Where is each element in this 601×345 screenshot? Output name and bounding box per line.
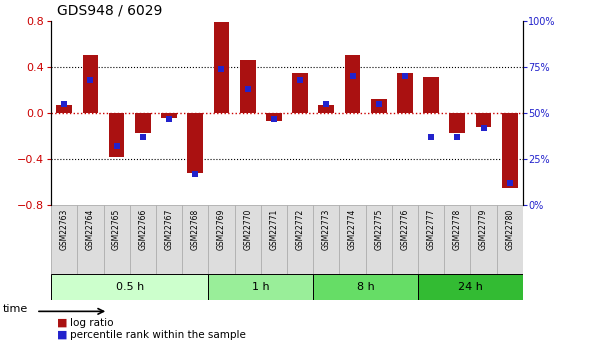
Bar [344, 55, 361, 113]
Text: GSM22763: GSM22763 [59, 209, 69, 250]
Text: percentile rank within the sample: percentile rank within the sample [70, 330, 246, 339]
Bar [130, 205, 156, 274]
Bar [188, 113, 203, 173]
Bar [365, 205, 392, 274]
Bar [109, 113, 124, 157]
Bar [423, 77, 439, 113]
Bar [82, 55, 99, 113]
Text: ■: ■ [57, 318, 67, 327]
Bar [266, 113, 282, 121]
Bar [78, 205, 103, 274]
Bar [240, 60, 255, 113]
Text: GSM22777: GSM22777 [427, 209, 436, 250]
Text: GDS948 / 6029: GDS948 / 6029 [57, 3, 162, 17]
Bar [103, 205, 130, 274]
Text: GSM22769: GSM22769 [217, 209, 226, 250]
Bar [51, 274, 209, 300]
Bar [234, 205, 261, 274]
Bar [313, 274, 418, 300]
Bar [392, 205, 418, 274]
Text: GSM22776: GSM22776 [400, 209, 409, 250]
Text: GSM22766: GSM22766 [138, 209, 147, 250]
Bar [496, 205, 523, 274]
Bar [444, 205, 471, 274]
Bar [261, 205, 287, 274]
Text: GSM22768: GSM22768 [191, 209, 200, 250]
Text: GSM22774: GSM22774 [348, 209, 357, 250]
Text: ■: ■ [57, 330, 67, 339]
Text: GSM22770: GSM22770 [243, 209, 252, 250]
Text: 1 h: 1 h [252, 282, 270, 292]
Text: 24 h: 24 h [458, 282, 483, 292]
Bar [397, 72, 413, 113]
Bar [418, 205, 444, 274]
Bar [156, 205, 182, 274]
Text: log ratio: log ratio [70, 318, 114, 327]
Text: 0.5 h: 0.5 h [115, 282, 144, 292]
Bar [287, 205, 313, 274]
Text: GSM22772: GSM22772 [296, 209, 305, 250]
Bar [209, 205, 234, 274]
Bar [476, 113, 492, 127]
Bar [56, 105, 72, 113]
Bar [292, 72, 308, 113]
Text: time: time [3, 304, 28, 314]
Text: GSM22771: GSM22771 [269, 209, 278, 250]
Bar [135, 113, 151, 132]
Text: GSM22773: GSM22773 [322, 209, 331, 250]
Bar [51, 205, 78, 274]
Text: GSM22767: GSM22767 [165, 209, 174, 250]
Bar [213, 22, 230, 113]
Bar [371, 99, 386, 113]
Text: GSM22778: GSM22778 [453, 209, 462, 250]
Bar [209, 274, 313, 300]
Bar [319, 105, 334, 113]
Text: GSM22765: GSM22765 [112, 209, 121, 250]
Text: GSM22764: GSM22764 [86, 209, 95, 250]
Bar [182, 205, 209, 274]
Text: GSM22779: GSM22779 [479, 209, 488, 250]
Bar [161, 113, 177, 118]
Bar [340, 205, 365, 274]
Text: GSM22780: GSM22780 [505, 209, 514, 250]
Bar [502, 113, 517, 188]
Bar [450, 113, 465, 132]
Text: GSM22775: GSM22775 [374, 209, 383, 250]
Bar [418, 274, 523, 300]
Bar [313, 205, 340, 274]
Bar [471, 205, 496, 274]
Text: 8 h: 8 h [357, 282, 374, 292]
